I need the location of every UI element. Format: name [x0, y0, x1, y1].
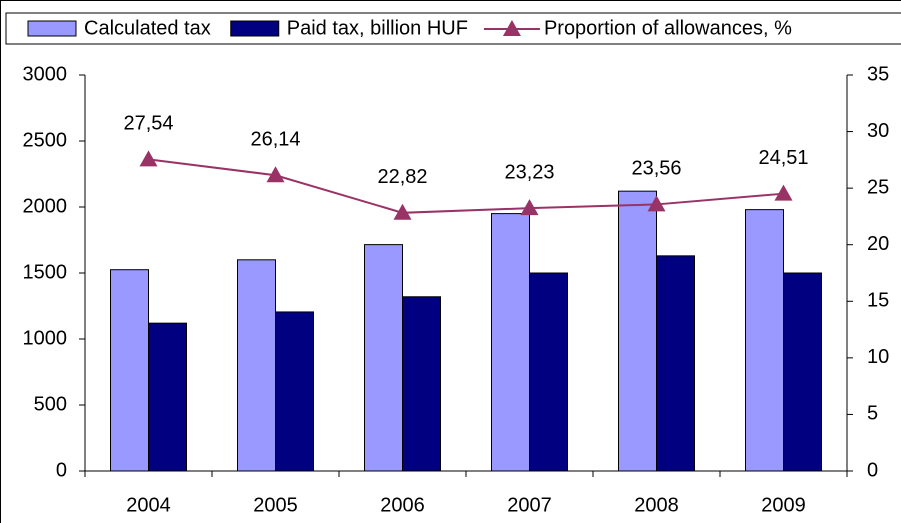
y2-tick-label: 30: [867, 120, 889, 142]
data-label: 22,82: [377, 166, 427, 188]
legend-box: [5, 12, 901, 45]
y-tick-label: 3000: [23, 63, 68, 85]
x-tick-label: 2008: [634, 494, 679, 516]
legend-label: Paid tax, billion HUF: [287, 17, 468, 39]
y2-tick-label: 10: [867, 346, 889, 368]
marker: [774, 184, 793, 201]
bar: [148, 322, 187, 472]
bar: [110, 269, 149, 472]
y2-tick-label: 15: [867, 290, 889, 312]
y-tick-label: 2500: [23, 129, 68, 151]
x-tick-label: 2004: [126, 494, 171, 516]
legend-swatch: [230, 20, 280, 37]
bar: [364, 244, 403, 472]
y2-tick-label: 20: [867, 233, 889, 255]
x-tick-label: 2005: [253, 494, 298, 516]
legend-label: Calculated tax: [84, 17, 211, 39]
y-tick-label: 1000: [23, 327, 68, 349]
legend-swatch: [502, 20, 521, 36]
marker: [647, 195, 666, 212]
data-label: 26,14: [250, 129, 300, 151]
y2-tick-label: 5: [867, 403, 878, 425]
data-label: 24,51: [758, 147, 808, 169]
legend-label: Proportion of allowances, %: [544, 17, 792, 39]
bar: [618, 190, 657, 472]
bar: [275, 311, 314, 472]
marker: [393, 203, 412, 220]
x-tick-label: 2006: [380, 494, 425, 516]
bar: [491, 213, 530, 472]
x-tick-label: 2007: [507, 494, 552, 516]
data-label: 27,54: [123, 113, 173, 135]
bar: [656, 255, 695, 472]
y-tick-label: 2000: [23, 195, 68, 217]
marker: [520, 199, 539, 216]
data-label: 23,23: [504, 161, 554, 183]
y-tick-label: 1500: [23, 261, 68, 283]
y2-tick-label: 25: [867, 176, 889, 198]
legend-swatch: [27, 20, 77, 37]
bar: [237, 259, 276, 472]
data-label: 23,56: [631, 158, 681, 180]
bar: [745, 209, 784, 472]
bar: [783, 272, 822, 472]
y-tick-label: 500: [34, 393, 67, 415]
marker: [266, 166, 285, 183]
bar: [402, 296, 441, 472]
line: [148, 158, 784, 214]
y-tick-label: 0: [56, 459, 67, 481]
y2-tick-label: 35: [867, 63, 889, 85]
x-tick-label: 2009: [761, 494, 806, 516]
bar: [529, 272, 568, 472]
marker: [139, 150, 158, 167]
y2-tick-label: 0: [867, 459, 878, 481]
